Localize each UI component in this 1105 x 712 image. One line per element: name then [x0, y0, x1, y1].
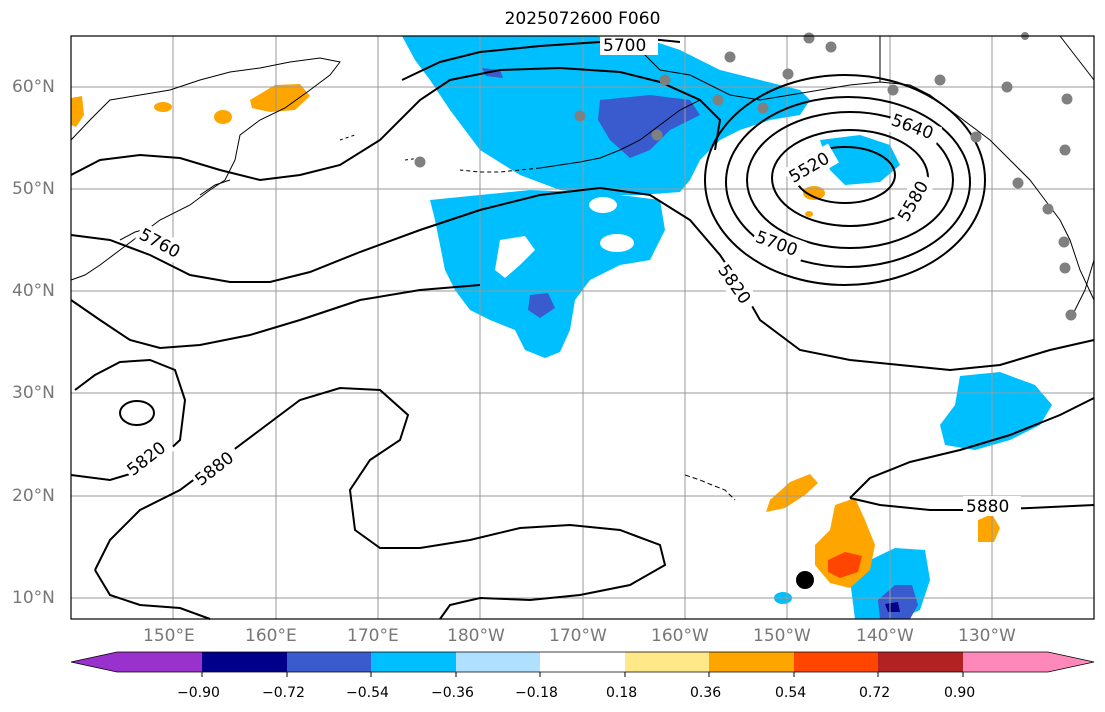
contour-5880-west — [94, 386, 667, 620]
graticule — [71, 36, 1094, 619]
lon-label-150w: 150°W — [753, 626, 811, 646]
colorbar-tick-6: 0.18 — [606, 685, 638, 701]
contour-5820-south — [70, 284, 481, 350]
colorbar-tick-2: −0.72 — [262, 685, 305, 701]
colorbar-tick-7: 0.36 — [690, 685, 722, 701]
station-markers — [414, 32, 1077, 321]
positive-field-hawaii-ne — [766, 474, 818, 512]
negative-field-strong-1 — [598, 95, 700, 158]
colorbar-tick-4: −0.36 — [431, 685, 474, 701]
lat-label-40n: 40°N — [12, 281, 55, 301]
map-frame — [70, 35, 1095, 620]
colorbar-tick-10: 0.90 — [944, 685, 976, 701]
colorbar-tick-9: 0.72 — [859, 685, 891, 701]
colorbar-tick-5: −0.18 — [515, 685, 558, 701]
lon-label-140w: 140°W — [856, 626, 914, 646]
colorbar-tick-3: −0.54 — [346, 685, 389, 701]
lon-label-180w: 180°W — [447, 626, 505, 646]
colorbar-tick-8: 0.54 — [775, 685, 807, 701]
contour-label-5880-east: 5880 — [966, 497, 1009, 517]
map-title: 2025072600 F060 — [504, 9, 661, 29]
lon-label-170e: 170°E — [347, 626, 399, 646]
lat-label-30n: 30°N — [12, 383, 55, 403]
storm-center-marker — [796, 571, 814, 589]
lat-label-10n: 10°N — [12, 588, 55, 608]
lon-label-160e: 160°E — [245, 626, 297, 646]
positive-field-siberia — [250, 84, 310, 112]
aleutian-islands — [459, 167, 541, 173]
colorbar — [70, 651, 1095, 677]
contour-label-5700-north: 5700 — [603, 36, 646, 56]
lon-label-170w: 170°W — [549, 626, 607, 646]
negative-field-east — [940, 372, 1052, 450]
contour-5820-north — [70, 186, 1095, 372]
colorbar-extend-max — [1048, 652, 1094, 672]
colorbar-extend-min — [71, 652, 117, 672]
lon-label-130w: 130°W — [958, 626, 1016, 646]
shaded-fields — [71, 36, 1052, 619]
colorbar-tick-1: −0.90 — [177, 685, 220, 701]
lat-label-60n: 60°N — [12, 77, 55, 97]
lon-label-160w: 160°W — [651, 626, 709, 646]
lat-label-50n: 50°N — [12, 179, 55, 199]
negative-field-strong-2 — [528, 293, 555, 318]
negative-field-central — [430, 190, 665, 358]
contour-5880-east — [849, 397, 1095, 499]
lon-label-150e: 150°E — [143, 626, 195, 646]
hawaii-islands — [684, 474, 736, 501]
lat-label-20n: 20°N — [12, 486, 55, 506]
